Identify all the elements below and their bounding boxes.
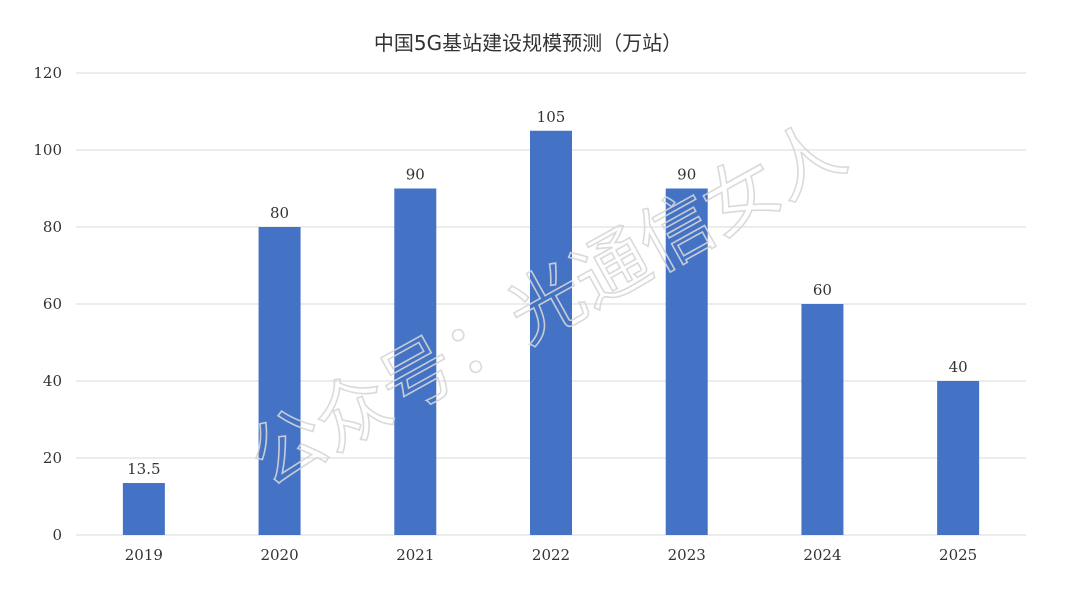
bar-2023 <box>665 188 708 535</box>
x-tick-label-2023: 2023 <box>668 546 706 564</box>
x-tick-label-2025: 2025 <box>939 546 977 564</box>
y-tick-label: 120 <box>33 64 62 82</box>
bar-2021 <box>394 188 437 535</box>
x-tick-label-2020: 2020 <box>260 546 298 564</box>
bar-2020 <box>258 227 301 535</box>
data-label-2020: 80 <box>270 204 289 222</box>
x-axis-tick-labels: 2019 2020 2021 2022 2023 2024 2025 <box>125 546 977 564</box>
x-tick-label-2019: 2019 <box>125 546 163 564</box>
bars <box>122 130 980 535</box>
data-label-2025: 40 <box>949 358 968 376</box>
y-tick-label: 60 <box>43 295 62 313</box>
data-labels: 13.5 80 90 105 90 60 40 <box>127 108 968 478</box>
y-tick-label: 0 <box>52 526 62 544</box>
data-label-2021: 90 <box>406 166 425 184</box>
data-label-2024: 60 <box>813 281 832 299</box>
y-tick-label: 40 <box>43 372 62 390</box>
data-label-2019: 13.5 <box>127 460 160 478</box>
bar-2019 <box>122 483 165 535</box>
bar-2024 <box>801 304 844 535</box>
x-tick-label-2021: 2021 <box>396 546 434 564</box>
data-label-2023: 90 <box>677 166 696 184</box>
bar-2025 <box>937 381 980 535</box>
data-label-2022: 105 <box>537 108 566 126</box>
bar-2022 <box>530 130 572 535</box>
y-tick-label: 80 <box>43 218 62 236</box>
y-axis-tick-labels: 0 20 40 60 80 100 120 <box>33 64 62 544</box>
x-tick-label-2022: 2022 <box>532 546 570 564</box>
x-tick-label-2024: 2024 <box>803 546 841 564</box>
y-tick-label: 100 <box>33 141 62 159</box>
chart-title: 中国5G基站建设规模预测（万站） <box>374 31 682 55</box>
y-tick-label: 20 <box>43 449 62 467</box>
